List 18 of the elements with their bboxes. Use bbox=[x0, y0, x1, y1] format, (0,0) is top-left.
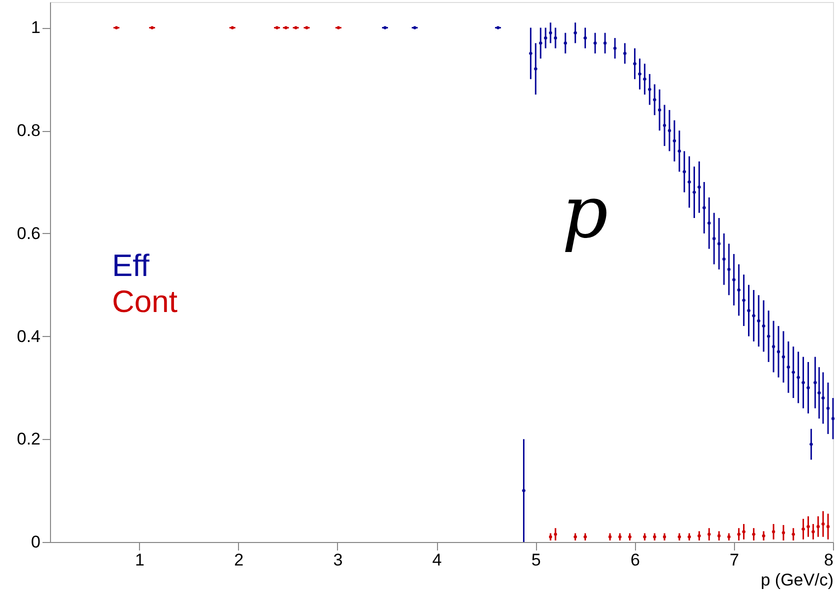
y-tick-label: 0.2 bbox=[16, 430, 40, 449]
text: Eff bbox=[112, 248, 150, 283]
x-axis-title: p (GeV/c) bbox=[760, 570, 834, 590]
y-tick-label: 0.8 bbox=[16, 121, 40, 140]
x-tick-label: 7 bbox=[730, 550, 740, 570]
x-tick-label: 2 bbox=[234, 550, 244, 570]
x-tick-label: 4 bbox=[432, 550, 442, 570]
x-tick-label: 5 bbox=[531, 550, 541, 570]
y-tick-label: 0.6 bbox=[16, 224, 40, 243]
y-tick-label: 0 bbox=[31, 532, 40, 552]
y-tick-label: 1 bbox=[31, 18, 40, 38]
x-tick-label: 6 bbox=[630, 550, 640, 570]
y-tick-label: 0.4 bbox=[16, 326, 40, 346]
x-tick-label: 3 bbox=[333, 550, 343, 570]
x-tick-label: 1 bbox=[134, 550, 144, 570]
x-tick-label: 8 bbox=[824, 550, 834, 570]
text: Cont bbox=[112, 284, 178, 319]
annotation: p bbox=[562, 170, 608, 254]
